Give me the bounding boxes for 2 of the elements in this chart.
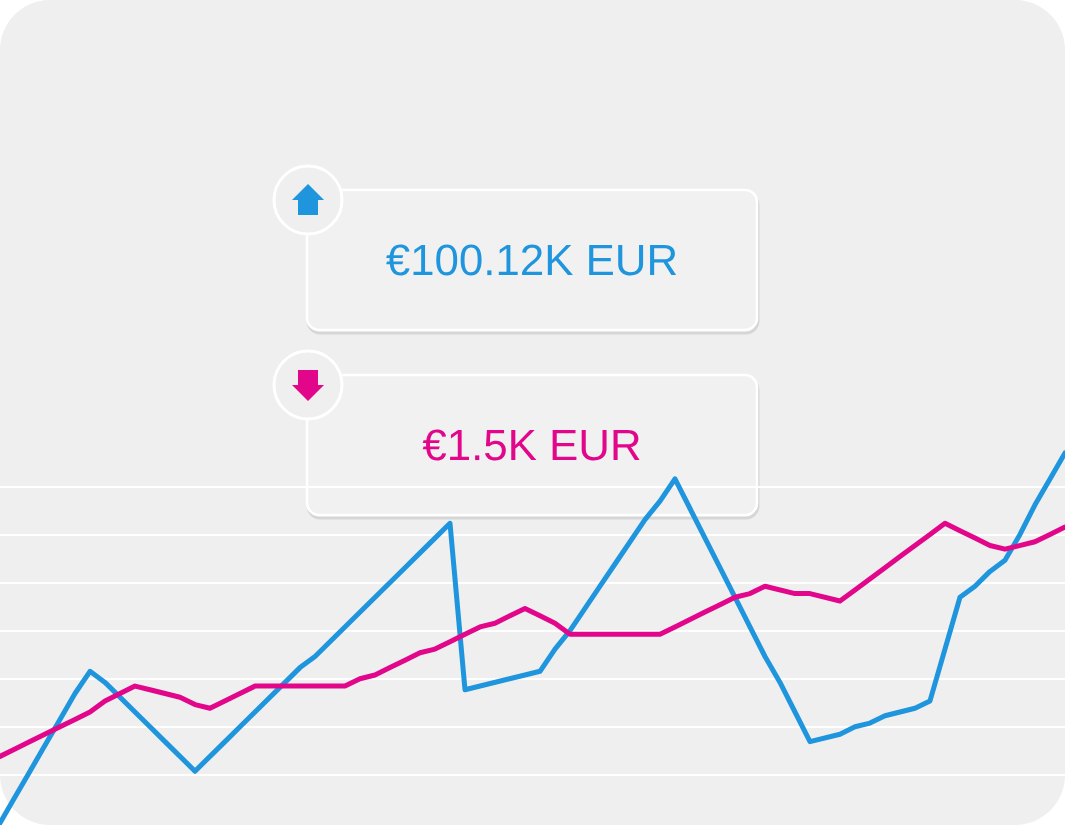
text: €100.12K EUR [386,244,677,276]
text: €1.5K EUR [422,429,640,461]
